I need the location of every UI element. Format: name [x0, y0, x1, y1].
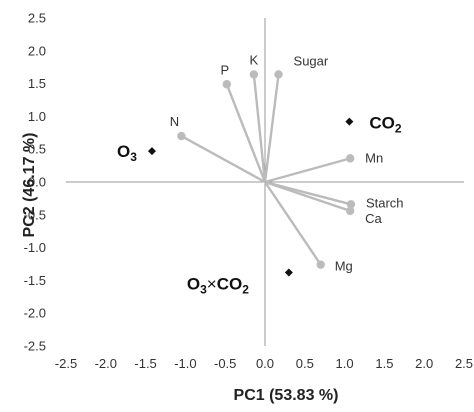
- x-tick-label: -1.0: [174, 356, 196, 371]
- y-tick-label: 2.0: [28, 43, 46, 58]
- x-tick-label: -0.5: [214, 356, 236, 371]
- y-tick-label: 1.5: [28, 76, 46, 91]
- treatment-marker-0: [345, 117, 354, 126]
- loading-vector-n: [180, 135, 266, 184]
- axes: -2.5 -2.0 -1.5 -1.0 -0.5 0.0 0.5 1.0 1.5 2.0 2.5 2.…: [24, 11, 473, 372]
- loading-label-p: P: [220, 62, 229, 77]
- loading-label-n: N: [170, 114, 179, 129]
- loading-point-mg: [316, 260, 325, 269]
- x-tick-label: 1.0: [336, 356, 354, 371]
- loading-point-ca: [345, 206, 355, 216]
- x-axis-title: PC1 (53.83 %): [234, 387, 339, 404]
- loading-vector-p: [225, 83, 267, 183]
- loading-point-p: [222, 80, 231, 89]
- x-tick-label: 2.5: [455, 356, 473, 371]
- loading-point-starch: [346, 200, 356, 209]
- loading-point-k: [249, 70, 259, 79]
- y-tick-label: -1.5: [24, 273, 46, 288]
- y-tick-label: -2.0: [24, 306, 46, 321]
- y-tick-label: -2.5: [24, 339, 46, 354]
- y-tick-label: 0.0: [28, 175, 46, 190]
- loading-vector-mn: [264, 157, 351, 184]
- y-axis-title: PC2 (46.17 %): [21, 133, 38, 238]
- x-tick-label: -1.5: [134, 356, 156, 371]
- loading-label-k: K: [250, 52, 259, 67]
- y-tick-label: 1.0: [28, 109, 46, 124]
- y-tick-label: -0.5: [24, 207, 46, 222]
- treatment-marker-2: [284, 268, 293, 277]
- loading-vector-k: [252, 74, 267, 183]
- loading-point-n: [177, 131, 186, 141]
- y-tick-label: 2.5: [28, 11, 46, 26]
- loading-label-sugar: Sugar: [294, 53, 329, 68]
- x-tick-label: 1.5: [375, 356, 393, 371]
- loading-label-mg: Mg: [335, 259, 353, 274]
- treatment-label-o3: O3: [117, 142, 137, 164]
- treatment-marker-1: [147, 147, 156, 156]
- loading-vector-mg: [264, 181, 322, 266]
- y-tick-label: -1.0: [24, 240, 46, 255]
- loading-label-mn: Mn: [365, 150, 383, 165]
- treatment-label-co2: CO2: [369, 114, 402, 136]
- x-tick-label: 0.0: [256, 356, 274, 371]
- y-tick-label: 0.5: [28, 142, 46, 157]
- x-tick-label: -2.5: [55, 356, 77, 371]
- treatment-label-o3xco2: O3×CO2: [187, 275, 249, 297]
- loading-point-mn: [345, 154, 355, 163]
- x-tick-label: -2.0: [95, 356, 117, 371]
- loading-point-sugar: [274, 70, 283, 79]
- treatment-points: CO2 O3 O3×CO2: [117, 114, 402, 297]
- loading-vector-sugar: [263, 74, 280, 183]
- loading-label-ca: Ca: [365, 211, 382, 226]
- x-tick-label: 2.0: [415, 356, 433, 371]
- x-tick-label: 0.5: [296, 356, 314, 371]
- loading-vector-ca: [264, 180, 351, 213]
- loading-label-starch: Starch: [366, 195, 404, 210]
